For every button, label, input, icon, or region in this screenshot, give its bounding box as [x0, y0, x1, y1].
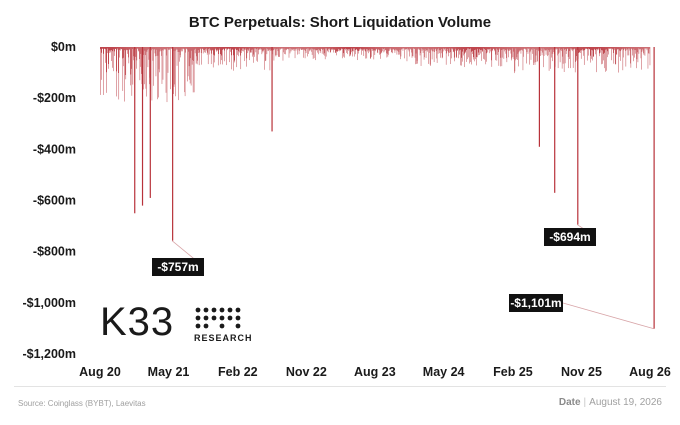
bar [538, 47, 540, 147]
bar [653, 47, 655, 329]
x-tick-label: Aug 26 [629, 365, 671, 379]
chart-title: BTC Perpetuals: Short Liquidation Volume [188, 14, 492, 31]
bar [172, 47, 174, 241]
bar [149, 47, 151, 198]
bar [141, 47, 144, 206]
y-tick-label: -$1,000m [22, 296, 76, 310]
callouts: -$757m -$694m -$1,101m [152, 224, 654, 330]
y-tick-label: -$200m [33, 91, 76, 105]
callout-label: -$1,101m [510, 296, 561, 310]
x-tick-label: Feb 22 [218, 365, 258, 379]
logo-dots-icon [195, 307, 241, 329]
callout-box [152, 258, 204, 276]
y-axis: $0m -$200m -$400m -$600m -$800m -$1,000m -$1,2… [22, 40, 76, 361]
y-tick-label: -$800m [33, 245, 76, 259]
date-info: Date | August 19, 2026 [558, 397, 662, 408]
bar [271, 47, 273, 132]
logo-text: K33 [100, 300, 175, 344]
x-tick-label: Aug 23 [354, 365, 396, 379]
callout-connector [562, 302, 654, 330]
bar [577, 47, 579, 225]
callout-label: -$757m [157, 260, 198, 274]
y-tick-label: -$600m [33, 194, 76, 208]
x-tick-label: Nov 22 [286, 365, 327, 379]
bar [134, 47, 136, 214]
bar-series [100, 47, 655, 329]
date-label: Date [558, 397, 581, 408]
footer-divider [14, 386, 666, 387]
bar [554, 47, 556, 193]
y-tick-label: -$1,200m [22, 347, 76, 361]
callout-label: -$694m [549, 230, 590, 244]
y-tick-label: $0m [51, 40, 76, 54]
callout-box [509, 294, 563, 312]
x-tick-label: May 24 [423, 365, 465, 379]
x-tick-label: Aug 20 [79, 365, 121, 379]
date-value: August 19, 2026 [589, 397, 662, 408]
k33-logo: K33 RESEARCH [100, 300, 252, 344]
x-tick-label: Feb 25 [493, 365, 533, 379]
source-note: Source: Coinglass (BYBT), Laevitas [18, 399, 146, 408]
y-tick-label: -$400m [33, 142, 76, 156]
x-tick-label: Nov 25 [561, 365, 602, 379]
x-axis: Aug 20 May 21 Feb 22 Nov 22 Aug 23 May 24 Feb … [79, 365, 671, 379]
callout-box [544, 228, 596, 246]
x-tick-label: May 21 [148, 365, 190, 379]
logo-subtitle: RESEARCH [194, 333, 253, 343]
